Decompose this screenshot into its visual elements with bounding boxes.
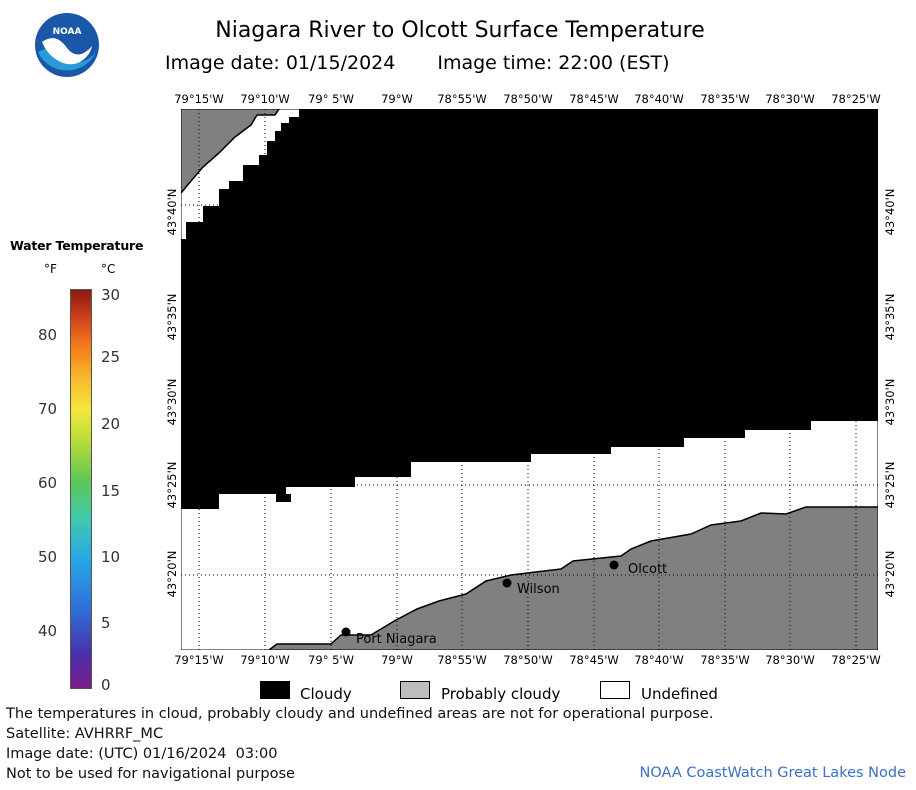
lat-label-left: 43°35'N — [165, 293, 179, 341]
lat-label-right: 43°20'N — [883, 550, 897, 598]
tick-c: 20 — [101, 415, 121, 433]
tick-f: 60 — [38, 474, 58, 492]
lon-label-bottom: 78°55'W — [437, 653, 487, 667]
temperature-colorbar — [70, 289, 92, 689]
lon-label-top: 78°35'W — [700, 92, 750, 106]
image-date: Image date: 01/15/2024 — [165, 52, 396, 74]
lon-label-top: 78°40'W — [634, 92, 684, 106]
lon-label-bottom: 78°45'W — [569, 653, 619, 667]
tick-c: 15 — [101, 482, 121, 500]
lon-label-bottom: 79°W — [381, 653, 413, 667]
legend-label-undefined: Undefined — [641, 685, 718, 703]
place-label-wilson: Wilson — [517, 582, 560, 597]
lon-label-bottom: 79°15'W — [174, 653, 224, 667]
lon-label-bottom: 79°10'W — [240, 653, 290, 667]
lon-label-top: 79° 5'W — [308, 92, 354, 106]
footer-image-date-utc: Image date: (UTC) 01/16/2024 03:00 — [6, 746, 278, 762]
lon-label-bottom: 78°30'W — [765, 653, 815, 667]
legend-label-probably-cloudy: Probably cloudy — [441, 685, 561, 703]
place-marker-port-niagara — [341, 627, 351, 637]
tick-c: 5 — [101, 614, 111, 632]
lon-label-bottom: 78°50'W — [503, 653, 553, 667]
shoreline-canada — [181, 109, 280, 194]
tick-f: 70 — [38, 400, 58, 418]
coastwatch-node-credit: NOAA CoastWatch Great Lakes Node — [639, 765, 906, 781]
colorbar-title: Water Temperature — [10, 238, 144, 253]
lon-label-top: 78°30'W — [765, 92, 815, 106]
footer-disclaimer: The temperatures in cloud, probably clou… — [6, 706, 714, 722]
lat-label-left: 43°30'N — [165, 378, 179, 426]
lon-label-bottom: 78°40'W — [634, 653, 684, 667]
lon-label-bottom: 79° 5'W — [308, 653, 354, 667]
cloudy-area — [181, 109, 878, 509]
tick-f: 80 — [38, 326, 58, 344]
tick-f: 50 — [38, 548, 58, 566]
unit-celsius: °C — [101, 262, 116, 276]
footer-navigational: Not to be used for navigational purpose — [6, 766, 295, 782]
tick-c: 25 — [101, 348, 121, 366]
image-time: Image time: 22:00 (EST) — [437, 52, 670, 74]
graticule — [181, 109, 878, 650]
place-marker-wilson — [502, 578, 512, 588]
legend-swatch-undefined — [600, 681, 630, 699]
lon-label-top: 78°50'W — [503, 92, 553, 106]
lon-label-top: 79°15'W — [174, 92, 224, 106]
lon-label-top: 79°10'W — [240, 92, 290, 106]
map-title: Niagara River to Olcott Surface Temperat… — [215, 18, 705, 43]
lat-label-left: 43°20'N — [165, 550, 179, 598]
lon-label-bottom: 78°25'W — [831, 653, 881, 667]
lat-label-right: 43°35'N — [883, 293, 897, 341]
image-datetime: Image date: 01/15/2024 Image time: 22:00 … — [165, 52, 670, 74]
shoreline-usa — [268, 506, 878, 650]
noaa-logo-text: NOAA — [53, 27, 82, 37]
lon-label-top: 79°W — [381, 92, 413, 106]
lon-label-top: 78°55'W — [437, 92, 487, 106]
unit-fahrenheit: °F — [44, 262, 57, 276]
land-canada — [181, 109, 279, 193]
lon-label-top: 78°45'W — [569, 92, 619, 106]
lat-label-right: 43°25'N — [883, 461, 897, 509]
lat-label-left: 43°25'N — [165, 461, 179, 509]
noaa-logo: NOAA — [34, 12, 100, 78]
tick-f: 40 — [38, 622, 58, 640]
place-label-olcott: Olcott — [628, 562, 667, 577]
legend-label-cloudy: Cloudy — [300, 685, 352, 703]
footer-satellite: Satellite: AVHRRF_MC — [6, 726, 164, 742]
legend-swatch-cloudy — [260, 681, 290, 699]
place-label-port-niagara: Port Niagara — [356, 632, 437, 647]
lon-label-top: 78°25'W — [831, 92, 881, 106]
lat-label-right: 43°30'N — [883, 378, 897, 426]
place-marker-olcott — [609, 560, 619, 570]
lat-label-right: 43°40'N — [883, 188, 897, 236]
legend-swatch-probably-cloudy — [400, 681, 430, 699]
lat-label-left: 43°40'N — [165, 188, 179, 236]
surface-temperature-map: Port Niagara Wilson Olcott — [181, 109, 878, 650]
tick-c: 30 — [101, 286, 121, 304]
lon-label-bottom: 78°35'W — [700, 653, 750, 667]
tick-c: 0 — [101, 676, 111, 694]
tick-c: 10 — [101, 548, 121, 566]
land-usa — [269, 507, 878, 650]
